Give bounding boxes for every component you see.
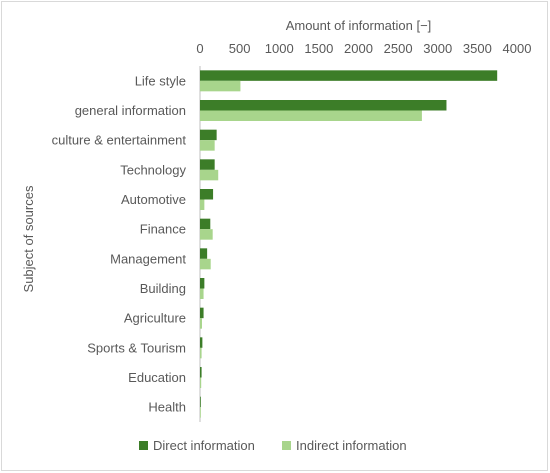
bar-indirect [200, 80, 241, 92]
bar-indirect [200, 140, 215, 151]
bar-direct [200, 189, 214, 200]
bar-indirect [200, 169, 219, 181]
category-label: general information [75, 103, 186, 118]
bar-indirect [200, 110, 422, 121]
bar-direct [200, 337, 203, 348]
bar-direct [200, 218, 211, 230]
category-label: Management [110, 251, 186, 266]
x-axis-title: Amount of information [−] [286, 18, 432, 33]
bar-direct [200, 307, 204, 319]
y-axis-title: Subject of sources [21, 185, 36, 292]
bar-indirect [200, 258, 211, 270]
bar-indirect [200, 229, 213, 240]
bar-direct [200, 248, 208, 259]
bar-indirect [200, 288, 204, 299]
category-labels: Life style general information culture & e… [52, 73, 187, 414]
legend: Direct information Indirect information [139, 438, 407, 453]
category-label: Sports & Tourism [87, 340, 186, 355]
x-tick-label: 0 [196, 41, 203, 56]
category-label: Agriculture [124, 311, 186, 326]
bar-indirect [200, 377, 202, 388]
bar-direct [200, 159, 215, 170]
x-tick-labels: 0 500 1000 1500 2000 2500 3000 3500 4000 [196, 41, 531, 56]
bar-direct [200, 396, 201, 408]
category-label: Building [140, 281, 186, 296]
category-label: Automotive [121, 192, 186, 207]
bar-direct [200, 278, 205, 289]
legend-swatch [139, 441, 148, 450]
legend-label: Indirect information [296, 438, 407, 453]
category-label: culture & entertainment [52, 133, 187, 148]
x-tick-label: 4000 [503, 41, 532, 56]
category-label: Health [148, 400, 186, 415]
x-tick-label: 2000 [344, 41, 373, 56]
x-tick-label: 1500 [304, 41, 333, 56]
bar-indirect [200, 318, 202, 329]
legend-swatch [282, 441, 291, 450]
x-tick-label: 1000 [265, 41, 294, 56]
bar-indirect [200, 407, 201, 418]
bar-indirect [200, 347, 202, 359]
x-tick-label: 3500 [463, 41, 492, 56]
category-label: Education [128, 370, 186, 385]
legend-label: Direct information [153, 438, 255, 453]
bar-indirect [200, 199, 205, 210]
x-tick-label: 2500 [384, 41, 413, 56]
category-label: Finance [140, 222, 186, 237]
x-tick-label: 3000 [423, 41, 452, 56]
category-label: Technology [120, 162, 186, 177]
bars [200, 70, 498, 418]
bar-direct [200, 100, 447, 111]
category-label: Life style [135, 73, 186, 88]
bar-direct [200, 129, 217, 141]
bar-direct [200, 70, 498, 81]
bar-direct [200, 367, 202, 378]
x-tick-label: 500 [229, 41, 251, 56]
